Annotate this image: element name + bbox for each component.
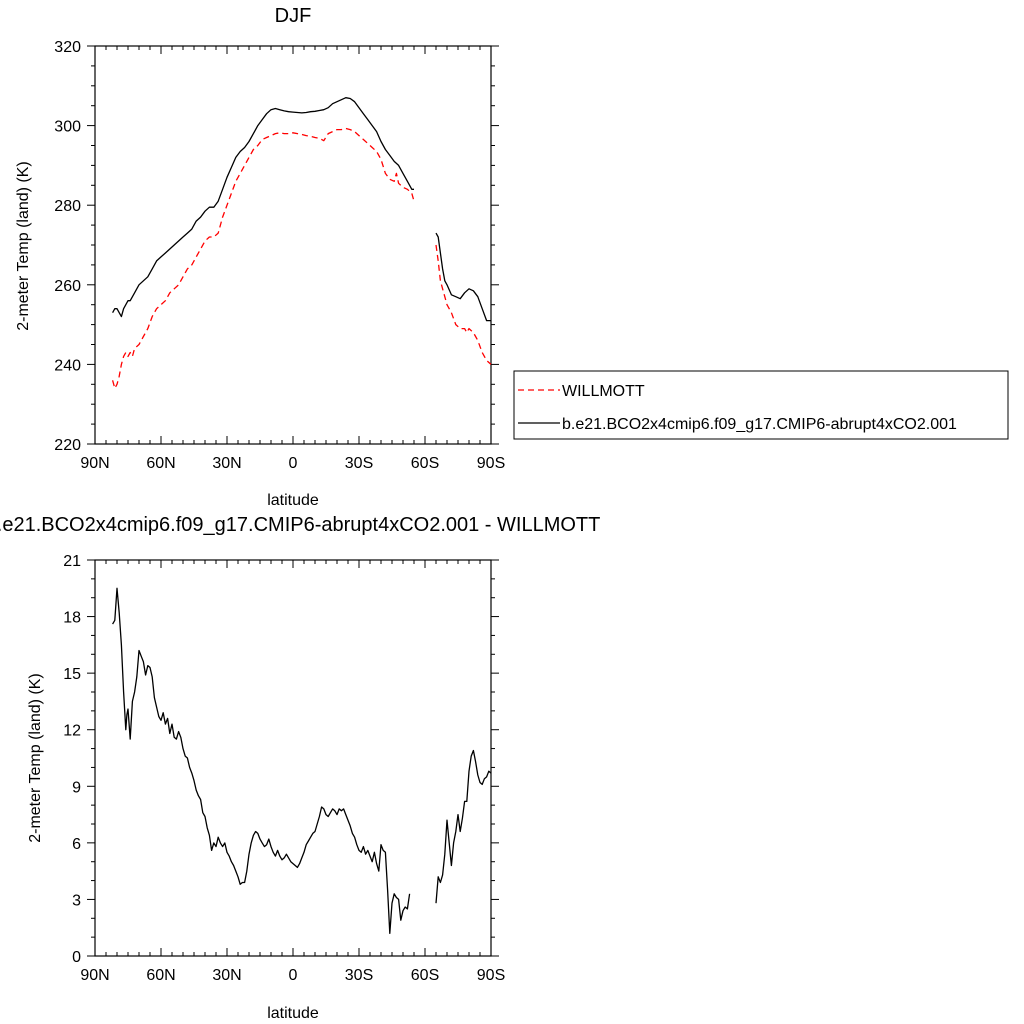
x-tick-label: 0: [289, 967, 298, 984]
y-tick-label: 260: [54, 278, 81, 295]
series-line-0-segment-1: [435, 749, 492, 904]
x-axis-label: latitude: [267, 492, 319, 509]
x-tick-label: 90S: [477, 455, 505, 472]
series-line-0-segment-0: [111, 127, 415, 389]
panel-djf: DJF 90N 60N 30N 0 30S 60S 90S 220 240 260 280 300 32…: [15, 5, 1009, 509]
x-tick-label: 30N: [212, 967, 241, 984]
y-tick-label: 300: [54, 119, 81, 136]
y-tick-label: 15: [63, 666, 81, 683]
plot-frame: [94, 45, 492, 445]
y-axis-label: 2-meter Temp (land) (K): [27, 673, 44, 843]
series-line-0-segment-1: [435, 244, 492, 365]
x-tick-label: 30N: [212, 455, 241, 472]
legend-box: [513, 370, 1009, 440]
plot-area: 90N 60N 30N 0 30S 60S 90S 220 240 260 280 300 320: [54, 39, 505, 472]
x-tick-label: 90S: [477, 967, 505, 984]
x-tick-label: 60S: [411, 455, 439, 472]
x-tick-label: 60N: [146, 455, 175, 472]
x-axis-label: latitude: [267, 1005, 319, 1022]
y-axis-label: 2-meter Temp (land) (K): [15, 161, 32, 331]
x-tick-label: 30S: [345, 967, 373, 984]
x-tick-label: 30S: [345, 455, 373, 472]
x-tick-label: 60S: [411, 967, 439, 984]
legend-label-model: b.e21.BCO2x4cmip6.f09_g17.CMIP6-abrupt4x…: [562, 416, 957, 433]
plot-area: 90N 60N 30N 0 30S 60S 90S 0 3 6 9 12 15 18 21: [63, 553, 505, 984]
y-tick-label: 320: [54, 39, 81, 56]
y-tick-label: 3: [72, 892, 81, 909]
y-tick-label: 220: [54, 437, 81, 454]
y-tick-label: 12: [63, 723, 81, 740]
x-tick-label: 60N: [146, 967, 175, 984]
y-tick-label: 21: [63, 553, 81, 570]
x-tick-label: 0: [289, 455, 298, 472]
legend: WILLMOTT b.e21.BCO2x4cmip6.f09_g17.CMIP6…: [513, 370, 1009, 440]
legend-label-willmott: WILLMOTT: [562, 383, 645, 400]
y-tick-label: 18: [63, 610, 81, 627]
y-tick-label: 0: [72, 949, 81, 966]
series-line-0-segment-0: [112, 587, 411, 935]
y-tick-label: 280: [54, 198, 81, 215]
x-tick-label: 90N: [80, 455, 109, 472]
y-tick-label: 6: [72, 836, 81, 853]
plot-frame: [94, 559, 492, 957]
x-tick-label: 90N: [80, 967, 109, 984]
series-line-1-segment-0: [112, 97, 414, 318]
chart-title: b.e21.BCO2x4cmip6.f09_g17.CMIP6-abrupt4x…: [0, 514, 600, 536]
series-line-1-segment-1: [435, 232, 491, 322]
y-tick-label: 9: [72, 779, 81, 796]
y-tick-label: 240: [54, 357, 81, 374]
panel-difference: b.e21.BCO2x4cmip6.f09_g17.CMIP6-abrupt4x…: [0, 514, 600, 1022]
chart-title: DJF: [275, 5, 312, 27]
